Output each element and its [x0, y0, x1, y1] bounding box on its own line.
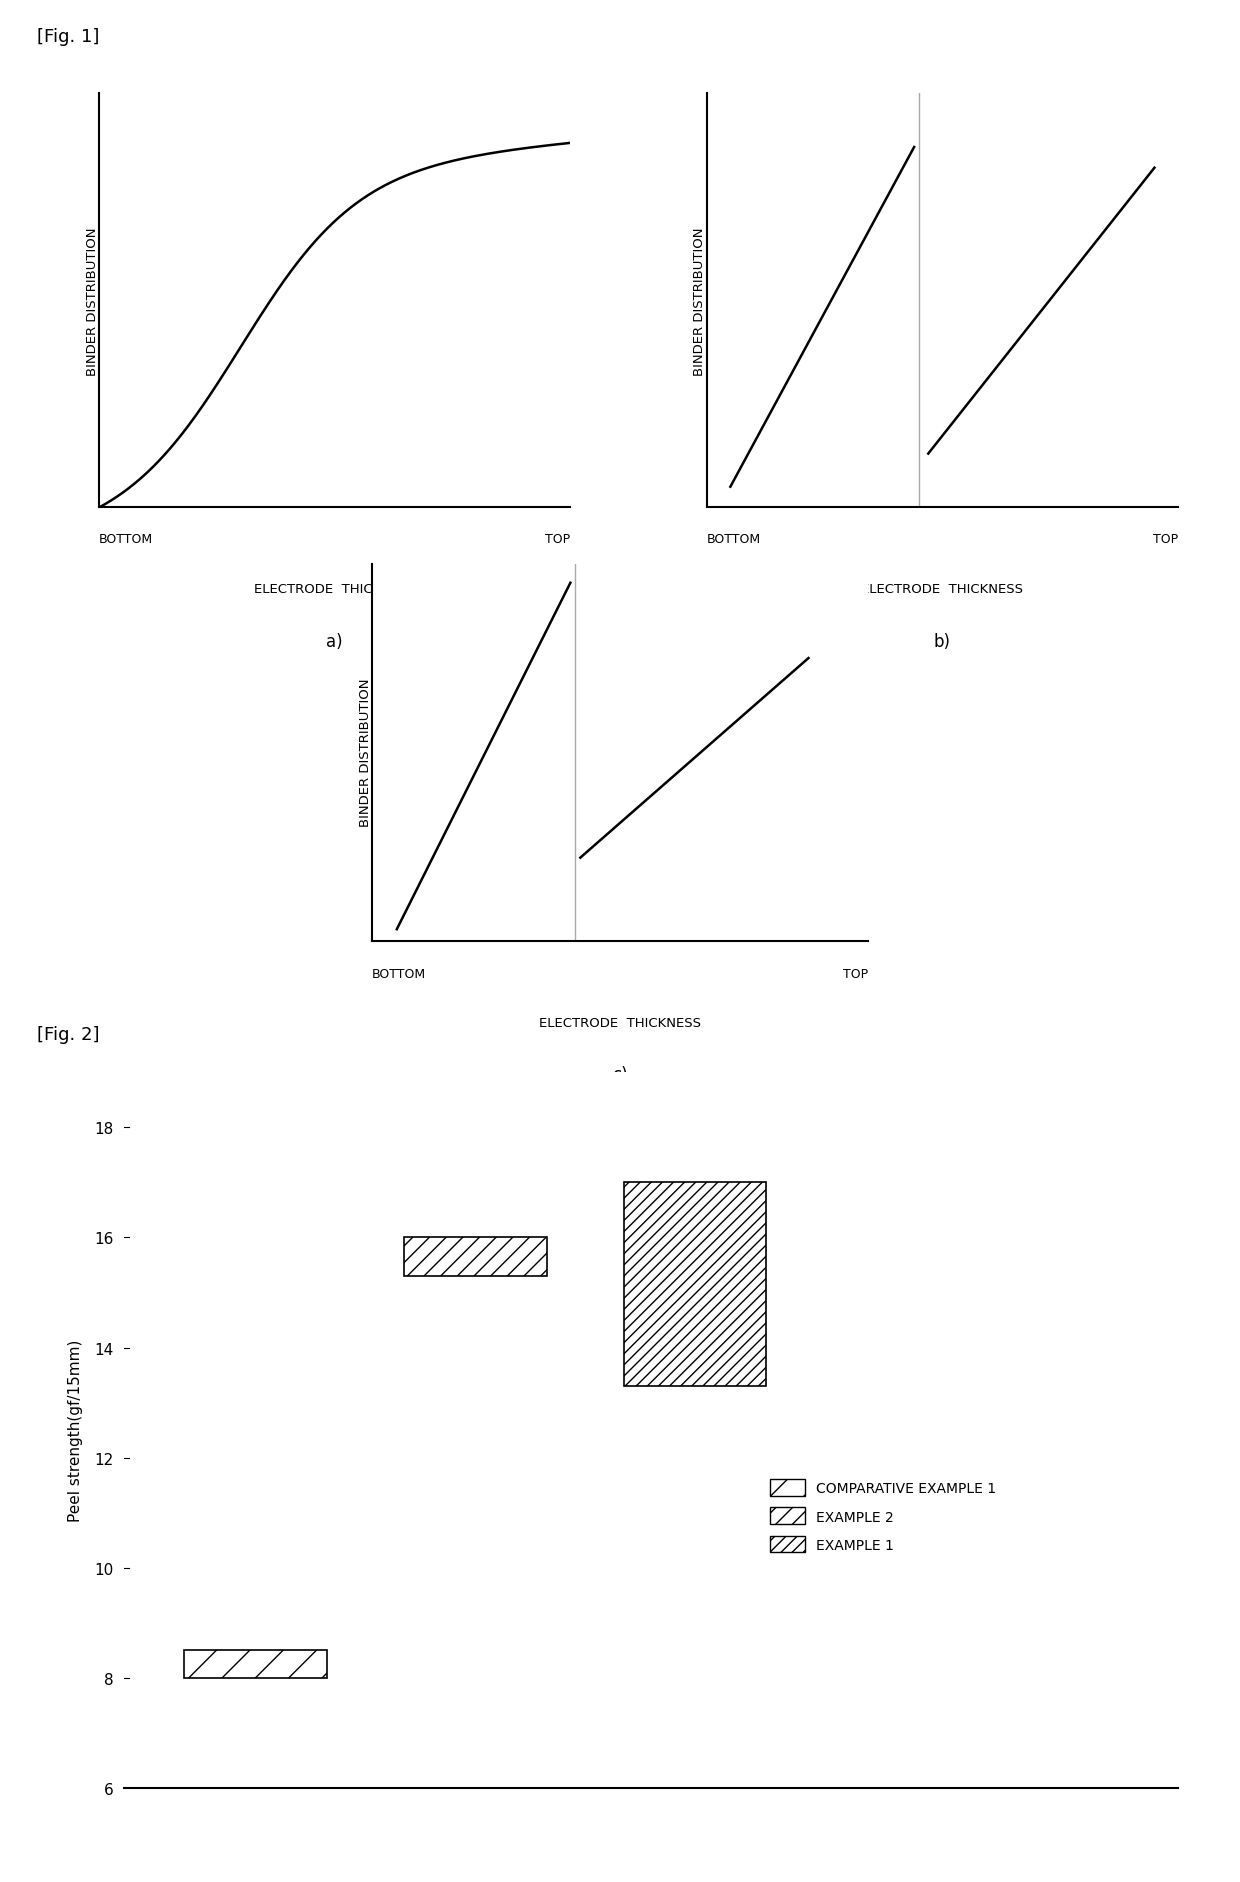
- Text: BOTTOM: BOTTOM: [99, 533, 154, 546]
- Bar: [404, 1238, 547, 1276]
- Bar: [624, 1182, 766, 1387]
- Text: ELECTRODE  THICKNESS: ELECTRODE THICKNESS: [539, 1016, 701, 1029]
- Bar: [185, 1651, 327, 1679]
- Legend: COMPARATIVE EXAMPLE 1, EXAMPLE 2, EXAMPLE 1: COMPARATIVE EXAMPLE 1, EXAMPLE 2, EXAMPL…: [759, 1468, 1007, 1564]
- Text: [Fig. 1]: [Fig. 1]: [37, 28, 99, 47]
- Text: [Fig. 2]: [Fig. 2]: [37, 1026, 99, 1045]
- Text: ELECTRODE  THICKNESS: ELECTRODE THICKNESS: [254, 583, 415, 597]
- Text: TOP: TOP: [843, 967, 868, 981]
- Y-axis label: Peel strength(gf/15mm): Peel strength(gf/15mm): [68, 1340, 83, 1521]
- Text: c): c): [613, 1065, 627, 1084]
- Text: ELECTRODE  THICKNESS: ELECTRODE THICKNESS: [862, 583, 1023, 597]
- Y-axis label: BINDER DISTRIBUTION: BINDER DISTRIBUTION: [86, 228, 99, 375]
- Text: TOP: TOP: [546, 533, 570, 546]
- Text: BOTTOM: BOTTOM: [372, 967, 427, 981]
- Text: BOTTOM: BOTTOM: [707, 533, 761, 546]
- Y-axis label: BINDER DISTRIBUTION: BINDER DISTRIBUTION: [358, 679, 372, 826]
- Text: TOP: TOP: [1153, 533, 1178, 546]
- Text: a): a): [326, 632, 343, 651]
- Text: b): b): [934, 632, 951, 651]
- Y-axis label: BINDER DISTRIBUTION: BINDER DISTRIBUTION: [693, 228, 707, 375]
